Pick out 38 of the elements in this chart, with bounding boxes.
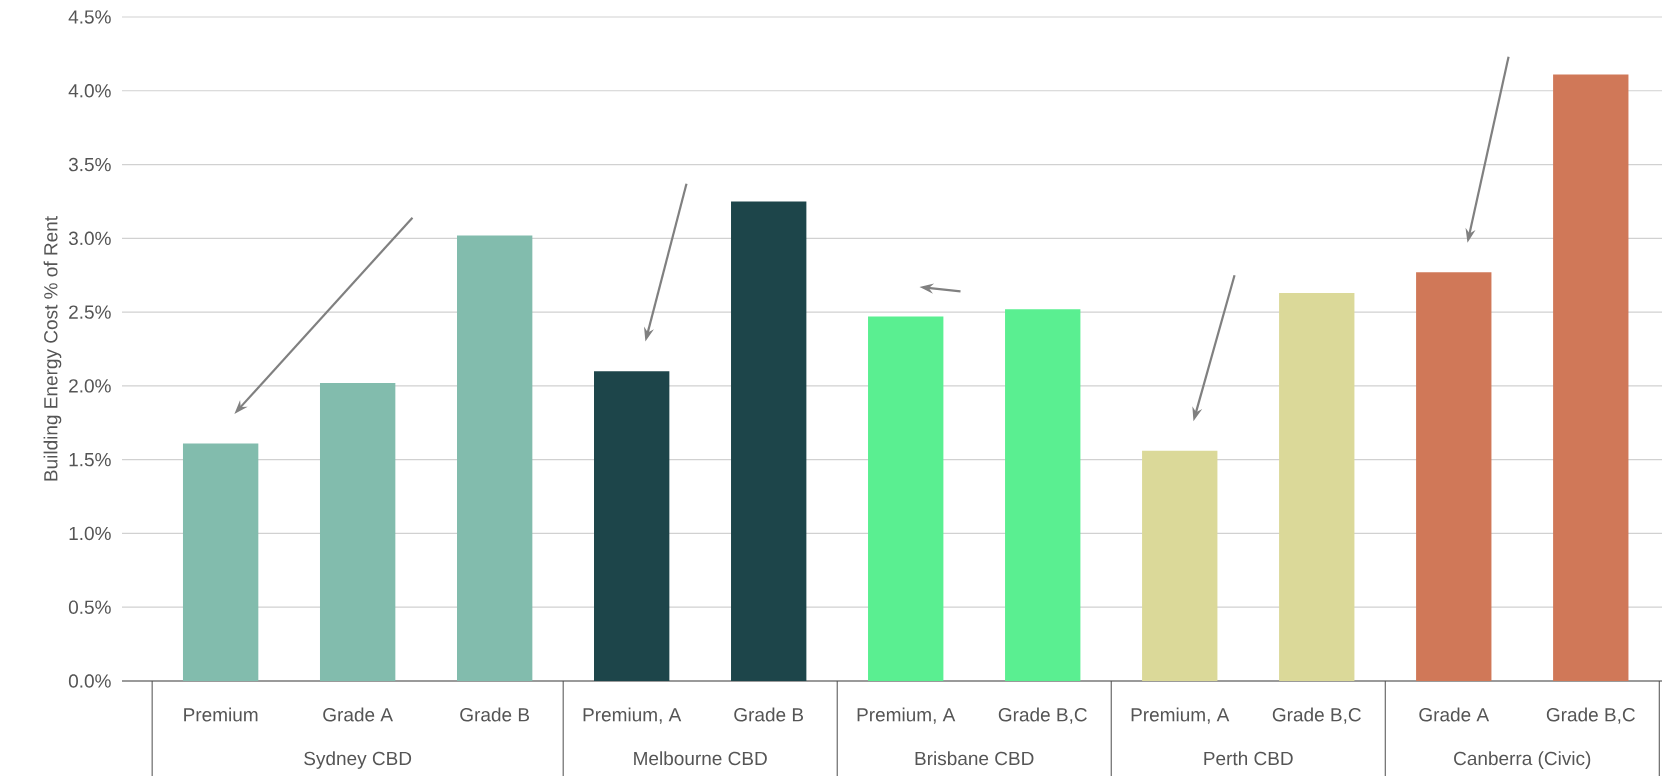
x-tick-label: Grade B,C: [998, 707, 1087, 724]
bar: [868, 316, 944, 681]
x-tick-label: Grade B,C: [1546, 707, 1635, 724]
y-tick-label: 4.0%: [68, 84, 111, 98]
bar: [1005, 309, 1081, 681]
x-tick-label: Grade A: [323, 707, 393, 722]
x-tick-label: Premium, A: [583, 707, 682, 724]
y-tick-label: 4.5%: [68, 10, 111, 24]
bar: [1279, 292, 1355, 681]
bar: [1416, 272, 1492, 681]
text: Perth CBD: [1204, 751, 1293, 766]
y-tick-label: 1.0%: [69, 526, 111, 541]
bar: [319, 382, 396, 681]
bar: [594, 371, 670, 681]
x-tick-label: Grade A: [1419, 707, 1490, 722]
y-tick-label: 2.5%: [69, 305, 111, 319]
y-tick-label: 3.5%: [68, 157, 111, 172]
y-axis-title: Building Energy Cost % of Rent: [43, 216, 62, 481]
bar: [1142, 450, 1218, 681]
text: Melbourne CBD: [634, 751, 767, 766]
bar: [1553, 74, 1629, 681]
x-tick-label: Grade B,C: [1272, 707, 1361, 724]
x-tick-label: Premium, A: [1131, 707, 1230, 724]
bar: [731, 201, 807, 681]
x-tick-label: Premium: [184, 707, 258, 722]
bar: [457, 235, 533, 681]
x-tick-label: Grade B: [734, 707, 804, 722]
x-tick-label: Premium, A: [857, 707, 956, 724]
y-tick-label: 2.0%: [69, 379, 111, 393]
y-tick-label: 0.0%: [68, 674, 111, 688]
x-tick-label: Grade B: [460, 707, 530, 722]
y-tick-label: 1.5%: [69, 452, 111, 467]
y-tick-label: 3.0%: [68, 231, 111, 246]
text: Canberra (Civic): [1454, 751, 1591, 769]
text: Sydney CBD: [304, 751, 412, 769]
bar: [182, 443, 259, 681]
y-tick-label: 0.5%: [68, 600, 111, 614]
text: Brisbane CBD: [915, 751, 1034, 766]
